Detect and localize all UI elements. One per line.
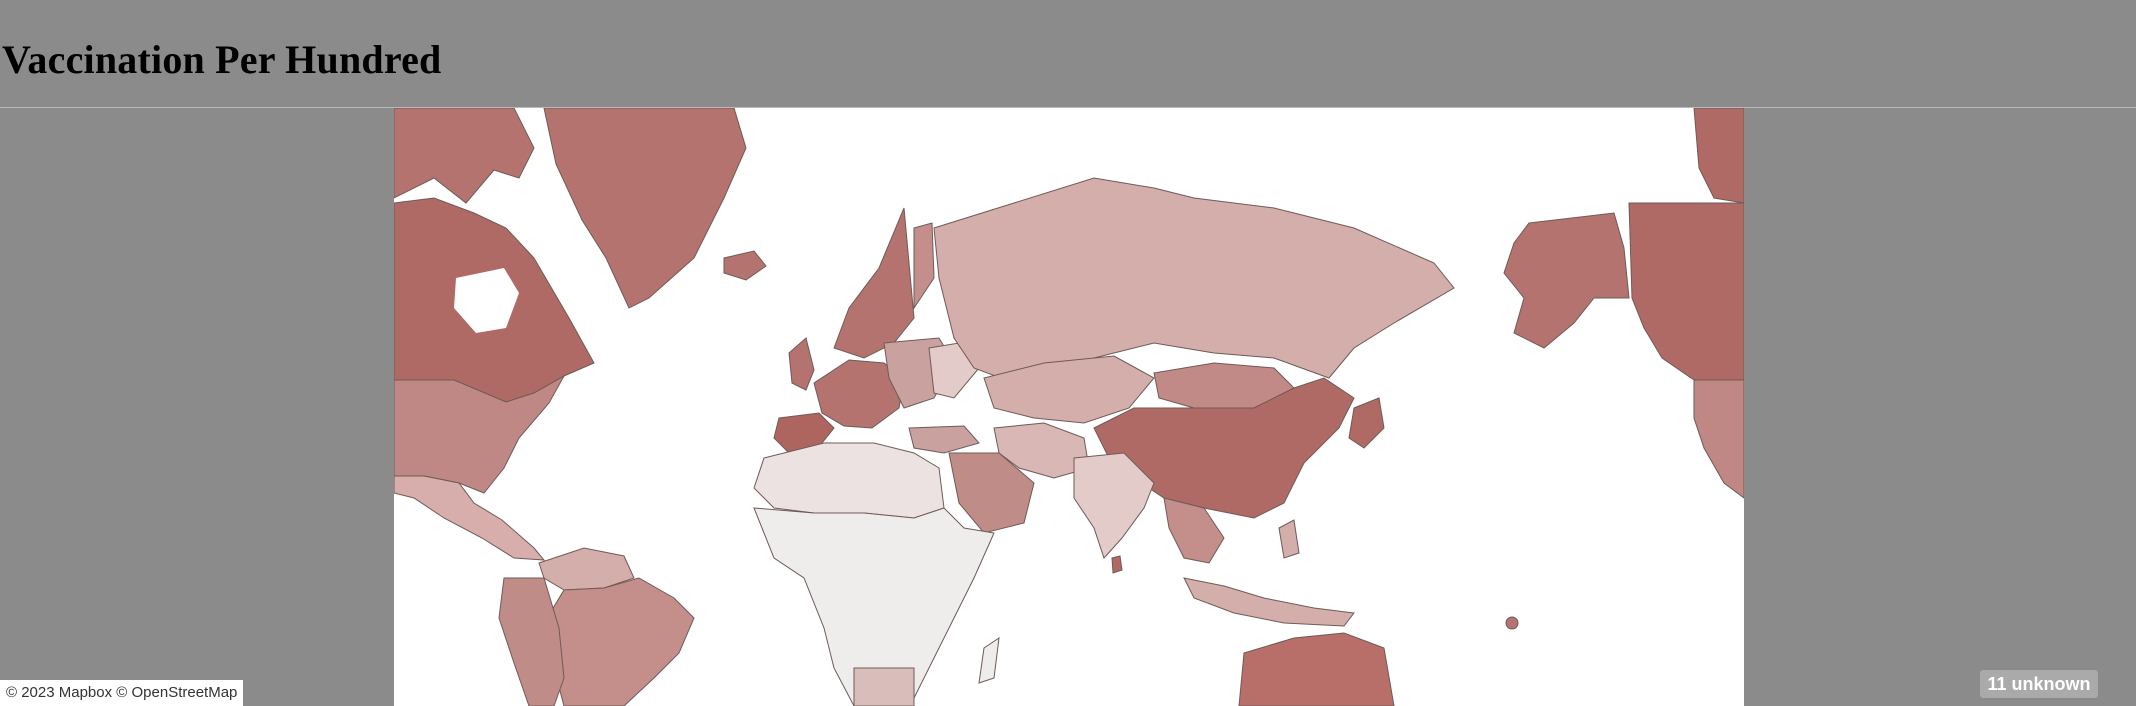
region-finland[interactable] — [913, 222, 935, 310]
region-central-asia[interactable] — [983, 355, 1155, 424]
region-sub-saharan-africa[interactable] — [753, 507, 995, 706]
region-brazil[interactable] — [543, 577, 695, 706]
header-bar: Vaccination Per Hundred — [0, 0, 2136, 108]
region-usa[interactable] — [394, 374, 566, 494]
region-mexico[interactable] — [394, 475, 546, 561]
region-philippines[interactable] — [1278, 519, 1300, 559]
choropleth-map[interactable] — [394, 108, 1744, 706]
region-india[interactable] — [1073, 452, 1155, 559]
region-turkey[interactable] — [908, 425, 980, 454]
region-sri-lanka[interactable] — [1111, 555, 1123, 574]
region-arctic-east[interactable] — [1693, 108, 1744, 204]
region-north-africa[interactable] — [753, 442, 945, 519]
region-indonesia[interactable] — [1183, 577, 1355, 627]
region-uk[interactable] — [788, 337, 815, 391]
region-western-europe[interactable] — [813, 359, 905, 429]
map-canvas[interactable] — [394, 108, 1744, 706]
region-usa-east[interactable] — [1693, 379, 1744, 499]
region-canada-east[interactable] — [1628, 202, 1744, 381]
region-southern-africa[interactable] — [853, 667, 915, 706]
region-south-america-north[interactable] — [538, 547, 635, 591]
region-greenland[interactable] — [543, 108, 747, 309]
region-japan[interactable] — [1348, 397, 1385, 449]
region-scandinavia[interactable] — [833, 207, 915, 359]
region-russia[interactable] — [933, 177, 1455, 384]
region-iceland[interactable] — [723, 250, 767, 281]
water-hudson-bay — [454, 268, 519, 333]
region-arabia[interactable] — [948, 452, 1035, 534]
region-andes[interactable] — [498, 577, 565, 706]
region-australia[interactable] — [1238, 632, 1395, 706]
map-attribution[interactable]: © 2023 Mapbox © OpenStreetMap — [0, 680, 244, 706]
unknown-count-badge[interactable]: 11 unknown — [1980, 670, 2098, 698]
region-pacific-island[interactable] — [1505, 616, 1519, 630]
region-madagascar[interactable] — [978, 636, 1000, 684]
page-title: Vaccination Per Hundred — [2, 37, 442, 82]
region-alaska[interactable] — [1503, 212, 1630, 349]
region-southeast-asia[interactable] — [1163, 497, 1225, 564]
region-arctic-islands[interactable] — [394, 108, 535, 204]
